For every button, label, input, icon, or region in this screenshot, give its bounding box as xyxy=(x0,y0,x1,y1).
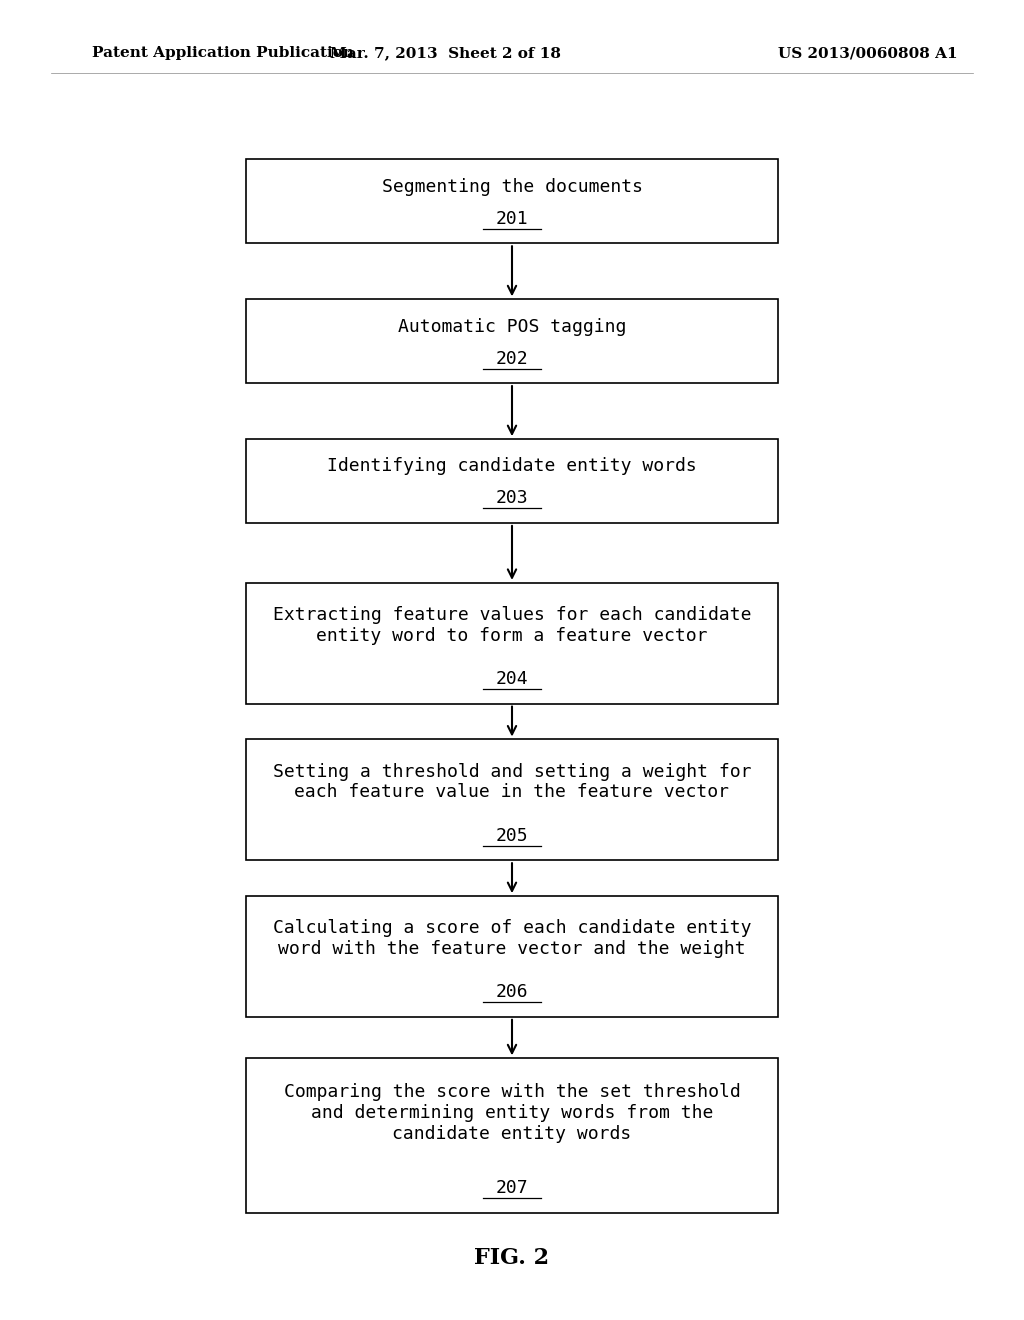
Text: Identifying candidate entity words: Identifying candidate entity words xyxy=(327,458,697,475)
Text: Patent Application Publication: Patent Application Publication xyxy=(92,46,354,61)
Text: 204: 204 xyxy=(496,671,528,688)
Text: 207: 207 xyxy=(496,1179,528,1197)
FancyArrowPatch shape xyxy=(508,1019,516,1053)
Text: Automatic POS tagging: Automatic POS tagging xyxy=(397,318,627,335)
FancyBboxPatch shape xyxy=(246,1059,778,1213)
FancyArrowPatch shape xyxy=(508,246,516,294)
FancyArrowPatch shape xyxy=(508,706,516,734)
Text: FIG. 2: FIG. 2 xyxy=(474,1247,550,1270)
Text: Segmenting the documents: Segmenting the documents xyxy=(382,178,642,195)
Text: US 2013/0060808 A1: US 2013/0060808 A1 xyxy=(778,46,957,61)
FancyBboxPatch shape xyxy=(246,896,778,1016)
Text: 202: 202 xyxy=(496,350,528,367)
Text: Comparing the score with the set threshold
and determining entity words from the: Comparing the score with the set thresho… xyxy=(284,1084,740,1143)
Text: 206: 206 xyxy=(496,983,528,1002)
FancyBboxPatch shape xyxy=(246,583,778,704)
FancyArrowPatch shape xyxy=(508,525,516,578)
FancyBboxPatch shape xyxy=(246,300,778,383)
Text: Calculating a score of each candidate entity
word with the feature vector and th: Calculating a score of each candidate en… xyxy=(272,919,752,958)
Text: 201: 201 xyxy=(496,210,528,227)
Text: Mar. 7, 2013  Sheet 2 of 18: Mar. 7, 2013 Sheet 2 of 18 xyxy=(330,46,561,61)
Text: 205: 205 xyxy=(496,826,528,845)
FancyBboxPatch shape xyxy=(246,440,778,523)
Text: Extracting feature values for each candidate
entity word to form a feature vecto: Extracting feature values for each candi… xyxy=(272,606,752,644)
Text: 203: 203 xyxy=(496,490,528,507)
FancyArrowPatch shape xyxy=(508,863,516,891)
FancyBboxPatch shape xyxy=(246,160,778,243)
FancyArrowPatch shape xyxy=(508,385,516,434)
Text: Setting a threshold and setting a weight for
each feature value in the feature v: Setting a threshold and setting a weight… xyxy=(272,763,752,801)
FancyBboxPatch shape xyxy=(246,739,778,861)
